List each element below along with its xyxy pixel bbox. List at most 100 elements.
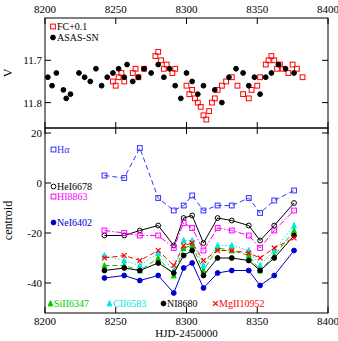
point (156, 273, 161, 278)
point (156, 248, 161, 253)
point (156, 62, 161, 67)
x-tick (186, 128, 187, 134)
point (137, 233, 142, 238)
point (258, 268, 263, 273)
legend-label: ASAS-SN (57, 32, 99, 43)
point (272, 198, 277, 203)
point (102, 228, 107, 233)
point (215, 203, 220, 208)
point (190, 248, 195, 253)
point (181, 216, 186, 221)
y-tick-label: 20 (31, 127, 43, 139)
point (190, 88, 195, 93)
point (219, 100, 224, 105)
legend-label: NeI6402 (57, 217, 92, 228)
figure: 8200825083008350840011.711.8VFC+0.1ASAS-… (0, 0, 338, 341)
point (246, 223, 251, 228)
point (272, 58, 277, 63)
x-tick (257, 122, 258, 128)
point (156, 223, 161, 228)
point (201, 258, 206, 263)
point (102, 233, 107, 238)
series-line (104, 236, 294, 276)
point (229, 268, 234, 273)
point (190, 213, 195, 218)
point (137, 258, 142, 263)
legend-label: SiII6347 (54, 298, 89, 309)
x-tick (45, 18, 46, 24)
point (258, 263, 263, 268)
point (215, 226, 220, 231)
point (258, 256, 263, 261)
x-tick (45, 122, 46, 128)
x-tick-label: 8200 (34, 3, 57, 15)
legend-label: MgII10952 (219, 298, 265, 309)
point (51, 147, 56, 152)
point (201, 286, 206, 291)
point (207, 109, 212, 114)
point (258, 75, 263, 80)
point (229, 256, 234, 261)
point (215, 271, 220, 276)
y-tick (322, 233, 328, 234)
point (215, 243, 220, 248)
point (171, 291, 176, 296)
point (122, 266, 127, 271)
x-tick-label: 8300 (176, 315, 199, 327)
y-tick (45, 102, 51, 103)
point (156, 233, 161, 238)
point (246, 83, 251, 88)
y-tick-label: -20 (27, 227, 42, 239)
point (272, 256, 277, 261)
point (246, 196, 251, 201)
point (227, 75, 232, 80)
point (171, 208, 176, 213)
x-tick (257, 128, 258, 134)
point (181, 243, 186, 248)
point (61, 88, 66, 93)
point (50, 83, 55, 88)
series-line (104, 211, 294, 251)
point (255, 83, 260, 88)
x-tick (45, 307, 46, 313)
point (161, 75, 166, 80)
x-tick (328, 307, 329, 313)
point (122, 253, 127, 258)
point (51, 184, 56, 189)
x-tick (328, 122, 329, 128)
point (258, 283, 263, 288)
point (99, 83, 104, 88)
x-tick (186, 18, 187, 24)
point (234, 66, 239, 71)
x-tick (115, 128, 116, 134)
point (156, 261, 161, 266)
point (171, 246, 176, 251)
point (64, 96, 69, 101)
point (292, 188, 297, 193)
point (215, 248, 220, 253)
legend-label: FC+0.1 (57, 21, 87, 32)
point (102, 263, 107, 268)
point (116, 66, 121, 71)
point (68, 92, 73, 97)
point (181, 253, 186, 258)
point (113, 83, 118, 88)
point (190, 193, 195, 198)
point (246, 96, 251, 101)
series-line (104, 203, 294, 246)
point (137, 278, 142, 283)
point (190, 79, 195, 84)
x-tick-label: 8250 (105, 315, 128, 327)
point (149, 71, 154, 76)
point (137, 146, 142, 151)
point (283, 66, 288, 71)
x-tick (186, 122, 187, 128)
y-tick (322, 102, 328, 103)
point (107, 301, 112, 306)
point (258, 92, 263, 97)
point (136, 75, 141, 80)
point (229, 228, 234, 233)
y-axis-label: centroid (1, 201, 15, 240)
point (181, 238, 186, 243)
point (258, 246, 263, 251)
